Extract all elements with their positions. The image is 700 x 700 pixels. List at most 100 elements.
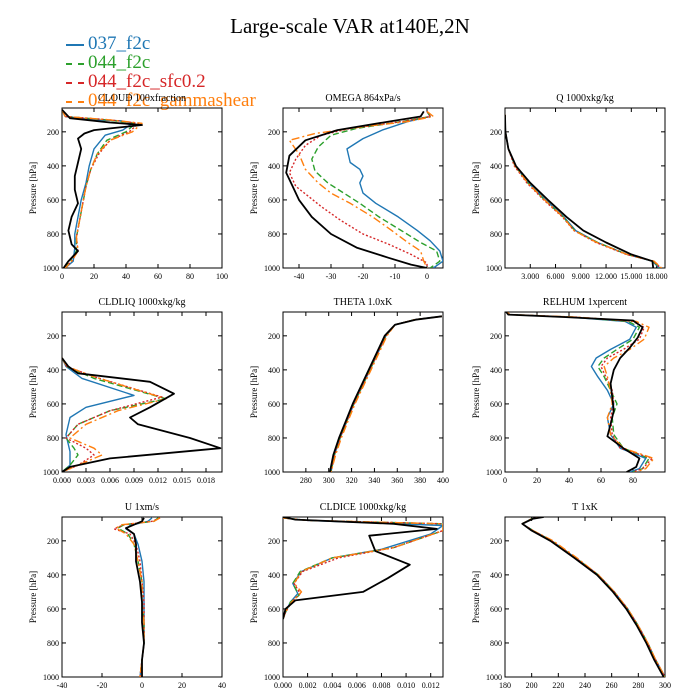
y-tick-label: 600 (490, 196, 502, 205)
x-tick-label: 40 (218, 681, 226, 690)
y-tick-label: 800 (47, 639, 59, 648)
y-tick-label: 600 (47, 605, 59, 614)
legend-item: 044_f2c_sfc0.2 (66, 72, 256, 91)
chart-panel: CLDLIQ 1000xkg/kg Pressure [hPa] 200 400 600… (28, 297, 223, 485)
y-tick-label: 800 (268, 639, 280, 648)
series-line (125, 517, 153, 677)
y-tick-label: 200 (490, 537, 502, 546)
y-tick-label: 200 (268, 332, 280, 341)
series-line (330, 315, 442, 472)
legend-label: 037_f2c (88, 33, 151, 54)
series-line (521, 517, 665, 677)
series-line (505, 114, 661, 268)
x-tick-label: 0.000 (53, 476, 71, 485)
panel-title: OMEGA 864xPa/s (325, 93, 400, 104)
y-tick-label: 600 (268, 605, 280, 614)
x-tick-label: 0.002 (299, 681, 317, 690)
x-tick-label: 3.000 (521, 272, 539, 281)
legend-item: 044_f2c (66, 53, 256, 72)
chart-panel: Q 1000xkg/kg Pressure [hPa] 200 400 600 800 10… (471, 93, 668, 281)
x-tick-label: 0.004 (323, 681, 341, 690)
series-line (62, 109, 143, 268)
plot-frame (61, 311, 223, 473)
y-tick-label: 1000 (264, 468, 280, 477)
series-line (505, 114, 662, 268)
series-line (505, 312, 650, 472)
x-tick-label: 260 (606, 681, 618, 690)
series-line (505, 114, 663, 268)
series-group (283, 517, 443, 620)
series-line (285, 110, 428, 268)
y-tick-label: 200 (490, 332, 502, 341)
x-tick-label: 0 (503, 476, 507, 485)
series-group (113, 517, 161, 677)
x-tick-label: 180 (499, 681, 511, 690)
x-tick-label: 300 (659, 681, 671, 690)
series-line (283, 517, 438, 620)
x-tick-label: 60 (597, 476, 605, 485)
panel-title: THETA 1.0xK (334, 297, 393, 308)
chart-panel: OMEGA 864xPa/s Pressure [hPa] 200 400 600 800… (249, 93, 444, 281)
y-tick-label: 800 (490, 639, 502, 648)
x-tick-label: 360 (391, 476, 403, 485)
x-tick-label: 0.009 (125, 476, 143, 485)
legend-swatch (66, 100, 84, 103)
y-tick-label: 200 (268, 128, 280, 137)
x-tick-label: 320 (346, 476, 358, 485)
x-tick-label: 0.000 (274, 681, 292, 690)
x-tick-label: 18.000 (646, 272, 668, 281)
y-axis-label: Pressure [hPa] (28, 366, 38, 418)
x-tick-label: 0 (140, 681, 144, 690)
x-tick-label: 0.010 (397, 681, 415, 690)
series-line (505, 312, 644, 472)
y-tick-label: 600 (268, 400, 280, 409)
panel-title: CLOUD 100xfraction (98, 93, 186, 104)
x-tick-label: -40 (294, 272, 305, 281)
x-tick-label: 280 (632, 681, 644, 690)
x-tick-label: 0.018 (197, 476, 215, 485)
y-axis-label: Pressure [hPa] (249, 162, 259, 214)
series-line (521, 517, 665, 677)
x-tick-label: -20 (97, 681, 108, 690)
x-tick-label: 0.012 (149, 476, 167, 485)
legend-label: 044_f2c (88, 52, 151, 73)
y-tick-label: 1000 (43, 673, 59, 682)
panel-title: Q 1000xkg/kg (556, 93, 614, 104)
y-tick-label: 200 (490, 128, 502, 137)
series-line (62, 357, 222, 472)
series-group (329, 315, 443, 472)
y-tick-label: 600 (490, 400, 502, 409)
y-tick-label: 1000 (264, 264, 280, 273)
series-line (115, 517, 161, 677)
x-tick-label: 380 (414, 476, 426, 485)
series-line (62, 357, 167, 472)
legend-label: 044_f2c_sfc0.2 (88, 71, 206, 92)
x-tick-label: 60 (154, 272, 162, 281)
plot-frame (61, 107, 223, 269)
x-tick-label: 240 (579, 681, 591, 690)
y-tick-label: 1000 (486, 673, 502, 682)
y-axis-label: Pressure [hPa] (471, 366, 481, 418)
x-tick-label: 20 (178, 681, 186, 690)
x-tick-label: 0.003 (77, 476, 95, 485)
series-line (117, 517, 159, 677)
x-tick-label: 20 (90, 272, 98, 281)
y-axis-label: Pressure [hPa] (249, 366, 259, 418)
x-tick-label: 9.000 (572, 272, 590, 281)
x-tick-label: 280 (300, 476, 312, 485)
y-tick-label: 800 (268, 230, 280, 239)
x-tick-label: 0.006 (348, 681, 366, 690)
series-line (311, 111, 441, 268)
series-line (346, 111, 443, 268)
panel-title: RELHUM 1xpercent (543, 297, 627, 308)
x-tick-label: 12.000 (595, 272, 617, 281)
legend-label: 044_f2c_gammashear (88, 90, 256, 111)
y-tick-label: 400 (47, 162, 59, 171)
x-tick-label: 0.008 (372, 681, 390, 690)
series-line (62, 109, 137, 268)
legend-swatch (66, 43, 84, 46)
y-axis-label: Pressure [hPa] (249, 571, 259, 623)
series-line (283, 517, 443, 620)
y-tick-label: 800 (490, 434, 502, 443)
plot-frame (282, 107, 444, 269)
